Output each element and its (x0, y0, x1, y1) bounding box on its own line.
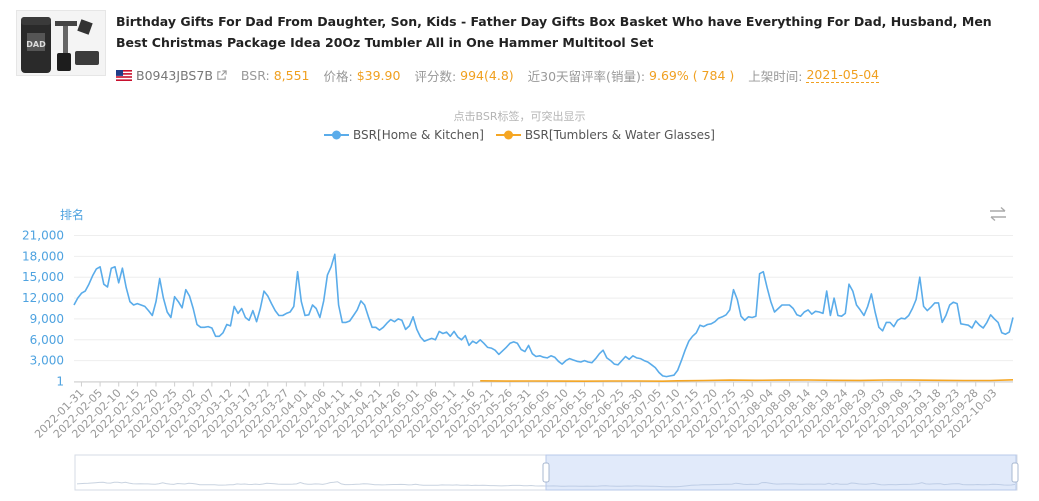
retention-label: 近30天留评率(销量): (527, 68, 646, 84)
reviews-value: 994(4.8) (460, 67, 514, 83)
product-image-graphic: DAD (21, 17, 99, 73)
legend-swatch-home-kitchen (324, 130, 350, 140)
product-meta: B0943JBS7B BSR: 8,551 价格: $39.90 评分数: 99… (116, 66, 880, 84)
legend-label-tumblers: BSR[Tumblers & Water Glasses] (524, 128, 715, 142)
y-tick-label: 1 (56, 375, 64, 389)
asin-text[interactable]: B0943JBS7B (136, 67, 213, 83)
swap-arrows-icon[interactable] (988, 206, 1008, 222)
zoom-slider-window (545, 454, 1017, 491)
y-tick-label: 3,000 (30, 354, 64, 368)
legend-swatch-tumblers (495, 130, 521, 140)
y-tick-label: 15,000 (22, 270, 64, 284)
zoom-slider-handle-left[interactable] (542, 462, 550, 483)
y-tick-label: 18,000 (22, 249, 64, 263)
price-value: $39.90 (356, 67, 401, 83)
product-header: DAD Birthday Gifts For Dad From Daughter… (16, 10, 1026, 90)
listed-date[interactable]: 2021-05-04 (806, 67, 880, 83)
series-line-tumblers (480, 379, 1014, 382)
us-flag-icon (116, 69, 132, 81)
chart-legend: BSR[Home & Kitchen] BSR[Tumblers & Water… (0, 128, 1039, 142)
legend-item-tumblers[interactable]: BSR[Tumblers & Water Glasses] (495, 128, 715, 142)
bsr-value: 8,551 (273, 67, 310, 83)
chart-hint: 点击BSR标签，可突出显示 (453, 110, 586, 123)
y-tick-label: 12,000 (22, 291, 64, 305)
series-line-home-kitchen (73, 253, 1014, 378)
bsr-label: BSR: (240, 67, 270, 83)
legend-label-home-kitchen: BSR[Home & Kitchen] (353, 128, 484, 142)
y-tick-label: 6,000 (30, 333, 64, 347)
listed-label: 上架时间: (748, 68, 803, 84)
product-title: Birthday Gifts For Dad From Daughter, So… (116, 14, 992, 50)
y-axis-title: 排名 (60, 208, 85, 222)
product-image-text: DAD (26, 40, 46, 49)
price-label: 价格: (323, 68, 353, 84)
reviews-label: 评分数: (414, 68, 457, 84)
y-tick-label: 21,000 (22, 229, 64, 243)
zoom-slider-handle-right[interactable] (1011, 462, 1019, 483)
external-link-icon[interactable] (216, 69, 227, 81)
legend-item-home-kitchen[interactable]: BSR[Home & Kitchen] (324, 128, 484, 142)
y-tick-label: 9,000 (30, 312, 64, 326)
retention-value: 9.69% ( 784 ) (649, 67, 735, 83)
product-image[interactable]: DAD (16, 10, 106, 76)
